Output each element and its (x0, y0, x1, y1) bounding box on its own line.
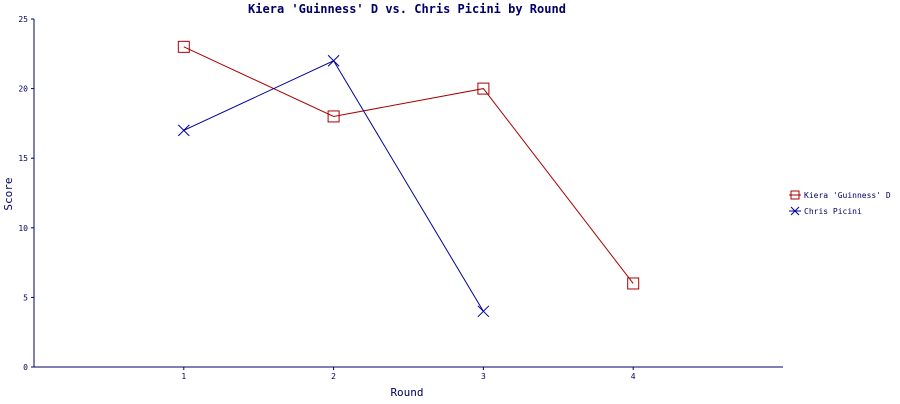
data-point (477, 82, 490, 95)
y-axis-title: Score (2, 177, 15, 210)
legend: Kiera 'Guinness' D Chris Picini (789, 190, 891, 216)
cross-stroke (477, 305, 490, 318)
axes (33, 19, 783, 368)
cross-stroke (327, 54, 340, 67)
x-tick-label: 3 (481, 372, 486, 381)
cross-stroke (790, 206, 800, 216)
data-point (327, 110, 340, 123)
y-tick-label: 0 (23, 363, 28, 372)
cross-stroke (177, 124, 190, 137)
series-layer (177, 40, 640, 318)
data-point (327, 54, 340, 67)
series-line (183, 60, 484, 312)
series-0 (177, 40, 640, 290)
y-tick-label: 20 (18, 85, 28, 94)
legend-marker (790, 206, 800, 216)
y-tick-label: 25 (18, 15, 28, 24)
chart-title: Kiera 'Guinness' D vs. Chris Picini by R… (248, 2, 566, 16)
y-tick-label: 15 (18, 154, 28, 163)
legend-label: Kiera 'Guinness' D (804, 191, 891, 200)
x-tick-label: 2 (331, 372, 336, 381)
x-tick-label: 1 (181, 372, 186, 381)
x-tick-label: 4 (631, 372, 636, 381)
data-point (627, 277, 640, 290)
y-tick-label: 10 (18, 224, 28, 233)
x-axis-title: Round (390, 386, 423, 399)
data-point (177, 124, 190, 137)
data-point (477, 305, 490, 318)
data-point (177, 40, 190, 53)
legend-label: Chris Picini (804, 207, 862, 216)
y-tick-label: 5 (23, 293, 28, 302)
legend-item-0: Kiera 'Guinness' D (789, 190, 891, 200)
legend-marker (790, 190, 800, 200)
series-line (183, 46, 634, 284)
ticks: 0 5 10 15 20 25 1 2 3 4 (18, 15, 635, 381)
legend-item-1: Chris Picini (789, 206, 862, 216)
series-1 (177, 54, 490, 318)
